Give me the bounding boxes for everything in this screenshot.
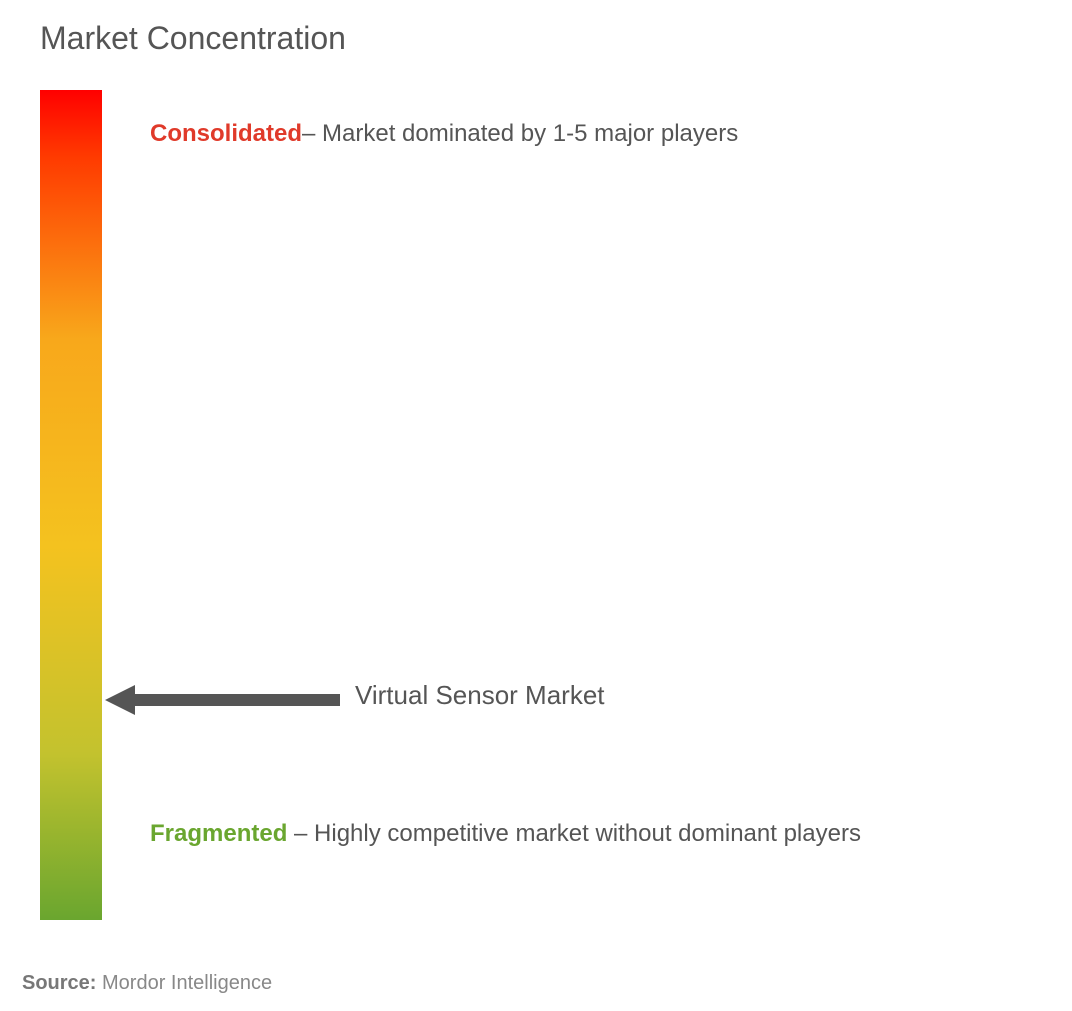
fragmented-label: Fragmented bbox=[150, 820, 287, 847]
page-title: Market Concentration bbox=[40, 20, 346, 57]
consolidated-text: – Market dominated by 1-5 major players bbox=[302, 120, 738, 147]
consolidated-label: Consolidated bbox=[150, 120, 302, 147]
marker-label: Virtual Sensor Market bbox=[355, 680, 605, 711]
source-attribution: Source: Mordor Intelligence bbox=[22, 972, 272, 995]
source-value: Mordor Intelligence bbox=[96, 972, 272, 994]
concentration-gradient-bar bbox=[40, 90, 102, 920]
consolidated-description: Consolidated– Market dominated by 1-5 ma… bbox=[150, 110, 870, 158]
marker-arrow-icon bbox=[105, 680, 345, 720]
source-label: Source: bbox=[22, 972, 96, 994]
fragmented-text: – Highly competitive market without domi… bbox=[287, 820, 861, 847]
fragmented-description: Fragmented – Highly competitive market w… bbox=[150, 810, 870, 858]
